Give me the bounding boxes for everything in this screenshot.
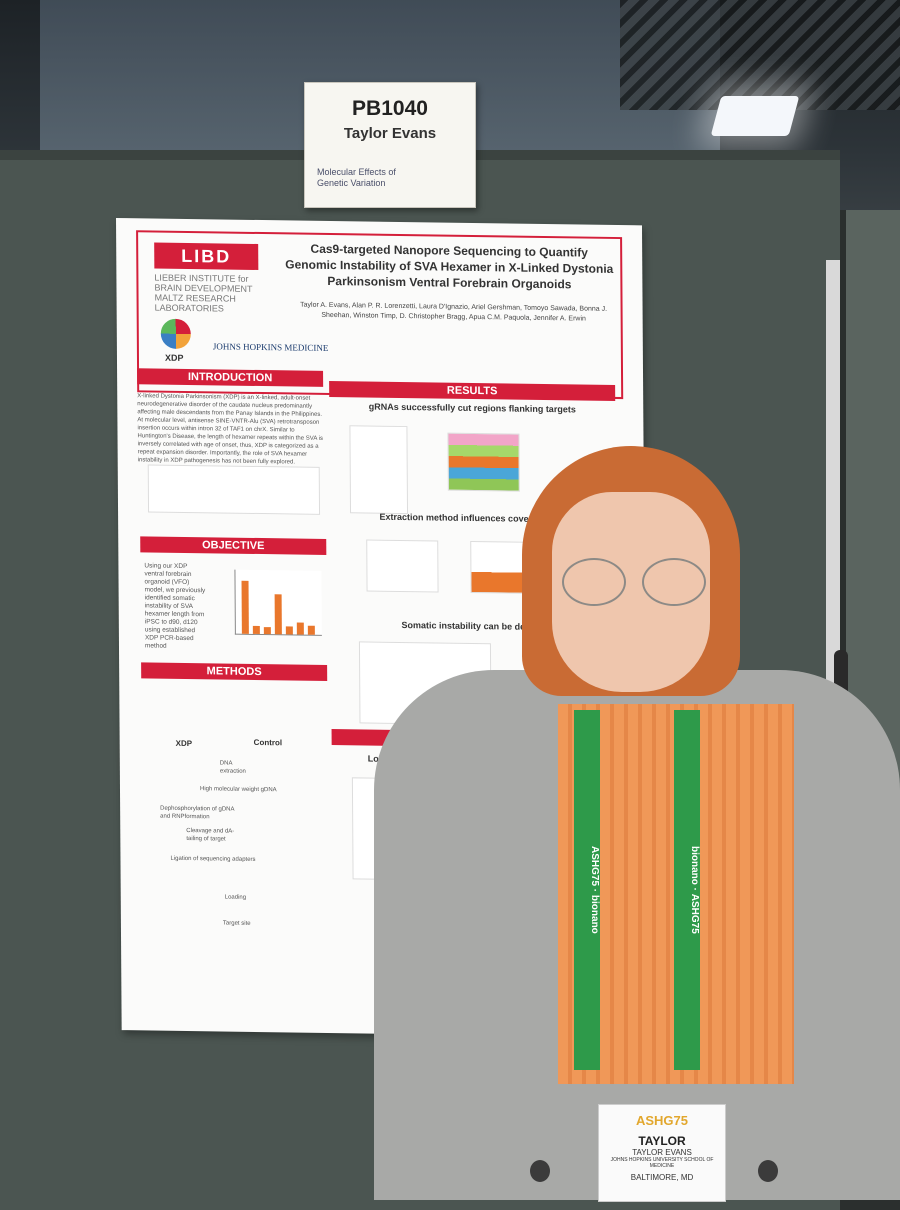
xdp-label: XDP <box>164 352 184 363</box>
objective-bar <box>241 580 249 634</box>
lanyard-text-bionano: bionano <box>589 895 600 934</box>
glasses-icon <box>562 558 710 606</box>
presenter-name: Taylor Evans <box>343 125 437 142</box>
methods-target-site: Target site <box>222 920 251 927</box>
board-sign: PB1040 Taylor Evans Molecular Effects of… <box>304 82 476 208</box>
methods-step-dephosphorylation: Dephosphorylation of gDNA and RNPformati… <box>160 805 235 821</box>
introduction-text: X-linked Dystonia Parkinsonism (XDP) is … <box>137 393 324 466</box>
methods-step-loading: Loading <box>224 894 247 901</box>
results-header: RESULTS <box>329 380 616 401</box>
libd-logo: LIBD <box>154 242 259 270</box>
objective-bar-chart <box>234 569 322 636</box>
badge-first-name: TAYLOR <box>638 1134 686 1148</box>
methods-step-cleavage: Cleavage and dA-tailing of target <box>186 827 235 843</box>
poster-authors: Taylor A. Evans, Alan P. R. Lorenzetti, … <box>300 301 608 323</box>
methods-header: METHODS <box>141 662 328 681</box>
cardigan-button-right <box>758 1160 778 1182</box>
introduction-header: INTRODUCTION <box>137 368 324 387</box>
institute-name: LIEBER INSTITUTE for BRAIN DEVELOPMENT M… <box>154 272 253 314</box>
presenter-head <box>522 446 740 710</box>
methods-control-label: Control <box>253 737 283 748</box>
poster-title: Cas9-targeted Nanopore Sequencing to Qua… <box>285 241 614 292</box>
lanyard-text-ashg-right: ASHG75 <box>689 893 700 934</box>
objective-bar <box>296 622 304 635</box>
session-category: Molecular Effects of Genetic Variation <box>317 167 396 188</box>
cardigan-button <box>530 1160 550 1182</box>
methods-step-extraction: DNA extraction <box>219 760 246 775</box>
objective-text: Using our XDP ventral forebrain organoid… <box>144 562 206 650</box>
objective-bar <box>252 625 260 635</box>
xdp-logo-icon <box>160 318 191 350</box>
badge-city: BALTIMORE, MD <box>630 1173 694 1182</box>
objective-bar <box>263 627 271 635</box>
objective-header: OBJECTIVE <box>140 536 327 555</box>
presenter-person: ASHG75 · bionano bionano · ASHG75 ASHG75… <box>370 440 900 1202</box>
objective-bar <box>274 594 282 635</box>
ashg-logo: ASHG75 <box>635 1113 689 1128</box>
ceiling-truss <box>620 0 900 110</box>
ceiling-light <box>710 96 800 136</box>
results-heading-grna: gRNAs successfully cut regions flanking … <box>368 401 576 415</box>
right-lens <box>642 558 706 606</box>
objective-bar <box>307 625 315 635</box>
objective-bar <box>285 626 293 635</box>
genetic-landscape-figure <box>147 464 321 515</box>
lanyard-text-bionano-right: bionano <box>689 846 700 885</box>
badge-full-name: TAYLOR EVANS <box>632 1148 692 1157</box>
lanyard-left: ASHG75 · bionano <box>574 710 600 1070</box>
lanyard-right: bionano · ASHG75 <box>674 710 700 1070</box>
left-lens <box>562 558 626 606</box>
board-code: PB1040 <box>352 97 428 120</box>
johns-hopkins-logo: JOHNS HOPKINS MEDICINE <box>212 341 329 353</box>
methods-step-ligation: Ligation of sequencing adapters <box>170 855 256 863</box>
name-badge: ASHG75 TAYLOR TAYLOR EVANS JOHNS HOPKINS… <box>598 1104 726 1202</box>
methods-step-gdna: High molecular weight gDNA <box>199 786 277 794</box>
methods-xdp-label: XDP <box>175 738 193 749</box>
lanyard-text-ashg: ASHG75 <box>589 846 600 887</box>
badge-institution: JOHNS HOPKINS UNIVERSITY SCHOOL OF MEDIC… <box>610 1157 714 1169</box>
